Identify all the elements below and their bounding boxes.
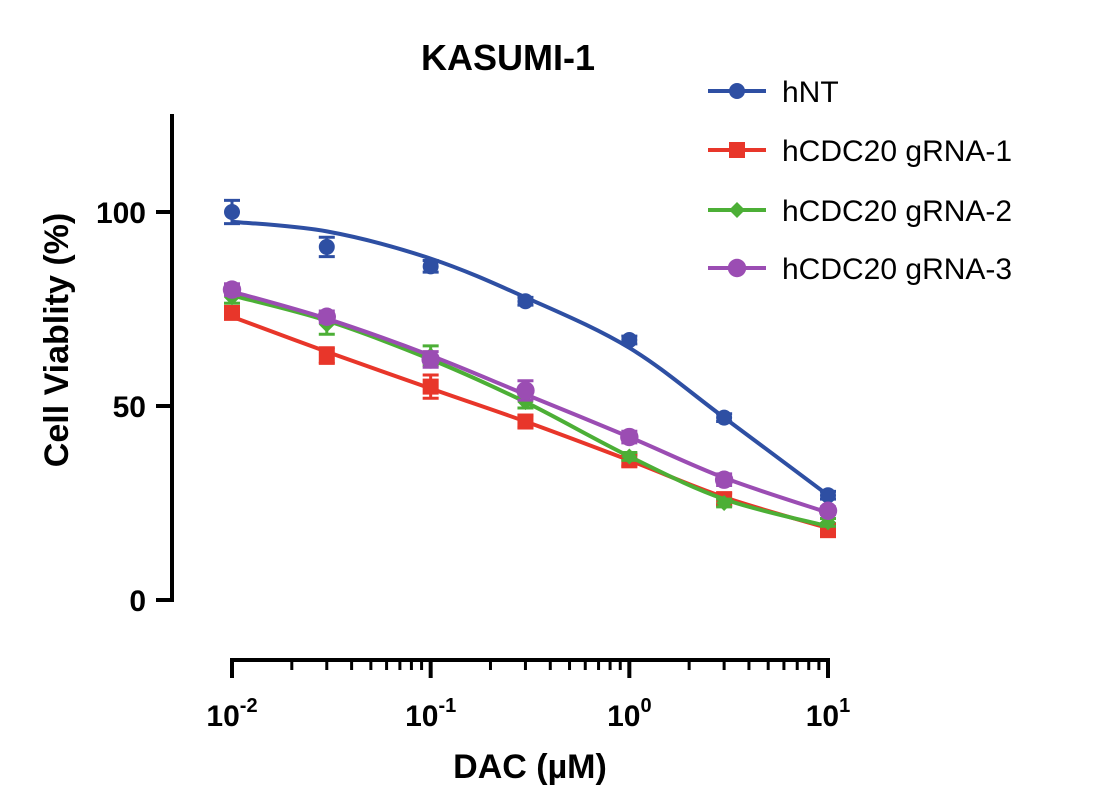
chart-title: KASUMI-1 bbox=[421, 37, 595, 78]
x-axis bbox=[230, 658, 830, 678]
x-tick-base: 10 bbox=[405, 700, 438, 733]
x-minor-ticks bbox=[290, 660, 821, 670]
data-point bbox=[620, 427, 639, 447]
x-tick-base: 10 bbox=[806, 700, 839, 733]
data-point bbox=[224, 304, 240, 321]
data-point bbox=[421, 350, 440, 369]
y-tick-label: 50 bbox=[113, 391, 146, 424]
x-tick-label: 10-2 bbox=[206, 695, 257, 733]
data-point bbox=[422, 378, 439, 395]
data-point bbox=[318, 238, 335, 255]
series-hcdc20-grna-2 bbox=[224, 289, 836, 531]
series-hnt bbox=[224, 198, 836, 504]
legend-marker bbox=[729, 202, 745, 218]
x-tick-label: 10-1 bbox=[405, 695, 456, 733]
legend-entry: hCDC20 gRNA-3 bbox=[708, 253, 1012, 286]
legend-label: hNT bbox=[782, 76, 839, 109]
data-point bbox=[222, 280, 242, 299]
series-hcdc20-grna-1 bbox=[224, 304, 836, 539]
x-tick-exponent: 1 bbox=[839, 695, 850, 717]
legend-marker bbox=[729, 142, 745, 158]
data-point bbox=[818, 501, 838, 520]
x-tick-labels: 10-2 10-1 100 101 bbox=[206, 695, 850, 733]
legend-entry: hCDC20 gRNA-2 bbox=[708, 195, 1012, 228]
data-point bbox=[716, 495, 733, 511]
x-tick-base: 10 bbox=[607, 700, 640, 733]
data-point bbox=[422, 258, 439, 275]
legend-entry: hCDC20 gRNA-1 bbox=[708, 135, 1012, 168]
x-axis-title: DAC (µM) bbox=[453, 748, 607, 786]
data-point bbox=[820, 487, 836, 504]
legend: hNT hCDC20 gRNA-1 hCDC20 gRNA-2 hCDC20 gRNA… bbox=[708, 76, 1012, 286]
fit-curve bbox=[231, 293, 829, 529]
data-point bbox=[517, 293, 534, 310]
x-tick-base: 10 bbox=[206, 700, 239, 733]
x-tick-label: 101 bbox=[806, 695, 851, 733]
data-point bbox=[224, 204, 240, 220]
legend-marker bbox=[729, 83, 745, 99]
data-point bbox=[517, 413, 534, 430]
y-axis-title: Cell Viablity (%) bbox=[38, 213, 76, 467]
data-point bbox=[621, 448, 638, 465]
data-point bbox=[317, 307, 336, 326]
x-tick-exponent: 0 bbox=[640, 695, 651, 717]
y-tick-label: 100 bbox=[96, 197, 146, 230]
legend-label: hCDC20 gRNA-1 bbox=[782, 135, 1012, 168]
data-point bbox=[318, 347, 335, 364]
data-point bbox=[714, 470, 734, 489]
legend-entry: hNT bbox=[708, 76, 839, 109]
x-tick-label: 100 bbox=[607, 695, 652, 733]
y-tick-labels: 0 50 100 bbox=[96, 197, 146, 618]
legend-label: hCDC20 gRNA-3 bbox=[782, 253, 1012, 286]
data-point bbox=[621, 332, 638, 349]
legend-marker bbox=[727, 258, 747, 278]
x-tick-exponent: -2 bbox=[240, 695, 258, 717]
y-axis bbox=[156, 114, 174, 602]
series-hcdc20-grna-3 bbox=[222, 280, 838, 520]
y-tick-label: 0 bbox=[129, 585, 146, 618]
plot-series bbox=[222, 198, 838, 539]
legend-label: hCDC20 gRNA-2 bbox=[782, 195, 1012, 228]
data-point bbox=[516, 381, 535, 400]
x-tick-exponent: -1 bbox=[438, 695, 456, 717]
data-point bbox=[716, 409, 733, 426]
